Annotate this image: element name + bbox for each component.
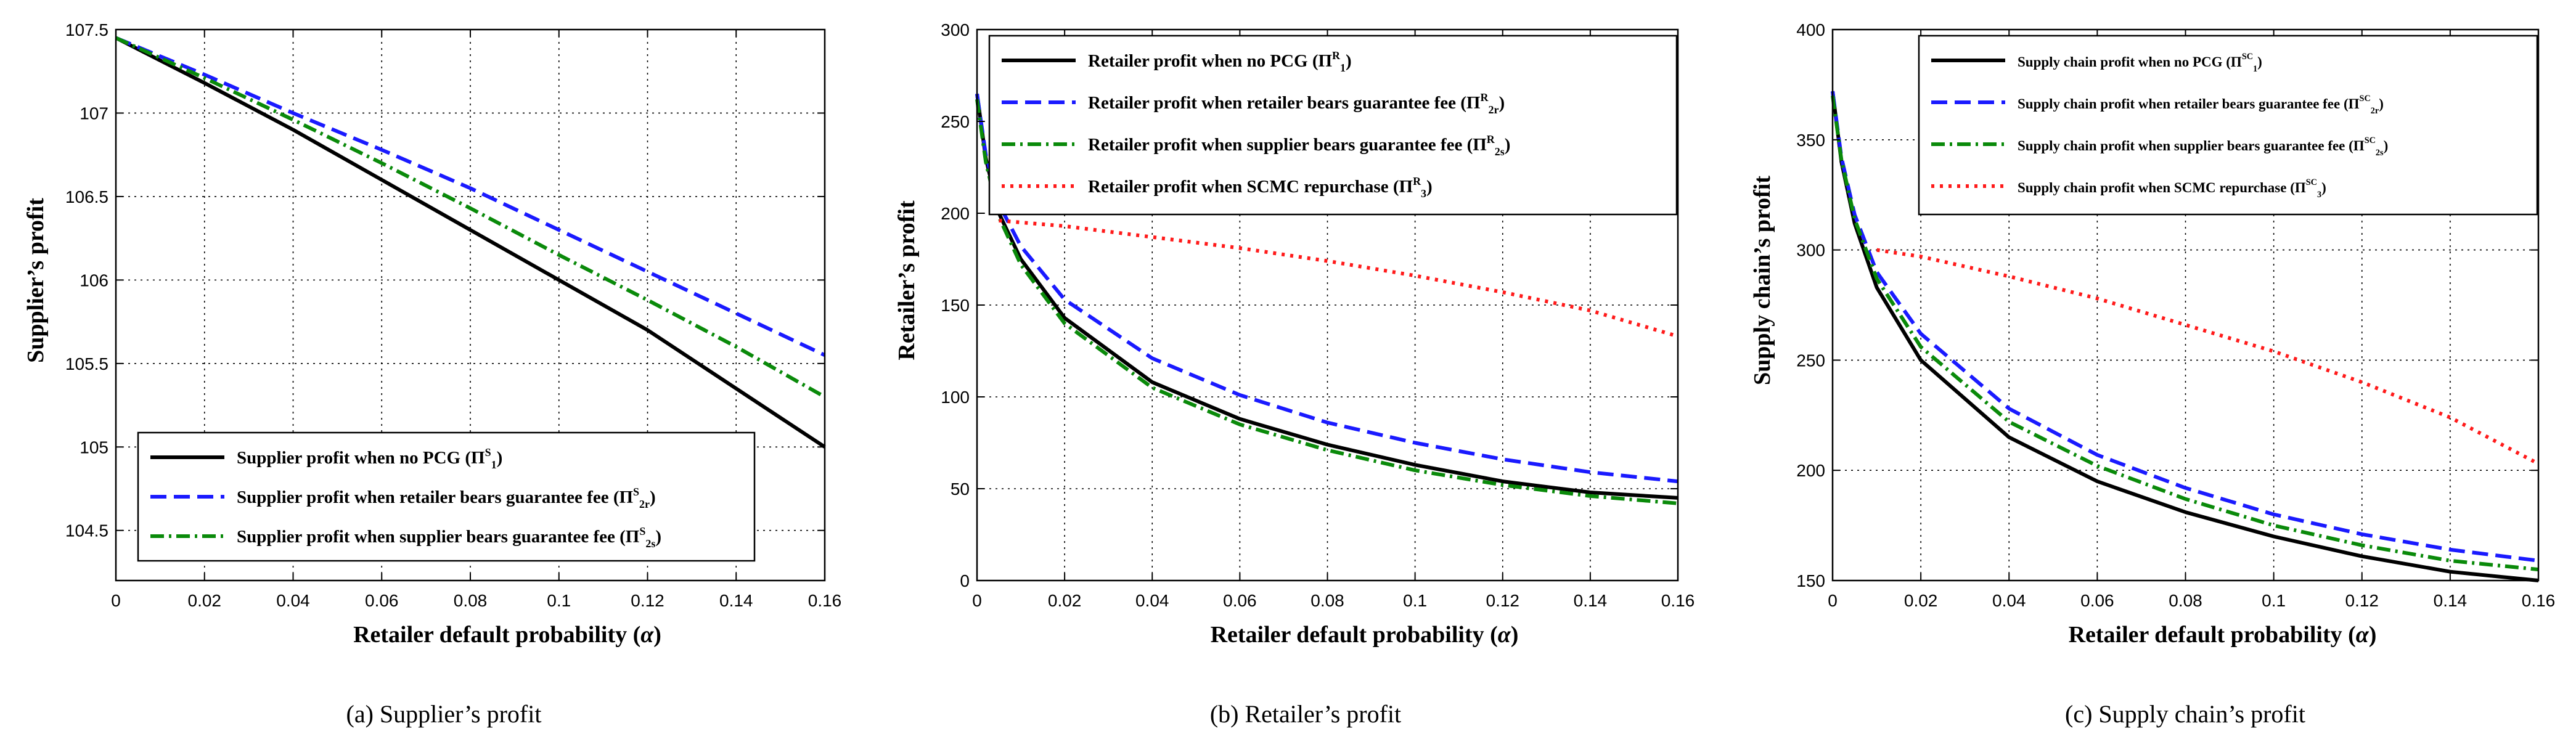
x-axis-label: Retailer default probability (α) [353, 622, 661, 648]
panel-caption: (c) Supply chain’s profit [2065, 700, 2305, 728]
x-tick-label: 0 [111, 591, 121, 610]
series-line-3 [1831, 95, 2539, 572]
x-tick-label: 0.02 [1904, 591, 1938, 610]
x-tick-label: 0.1 [547, 591, 571, 610]
series-line-4 [999, 218, 1678, 338]
x-tick-label: 0.04 [276, 591, 310, 610]
x-tick-label: 0.04 [1135, 591, 1169, 610]
x-tick-label: 0.1 [2262, 591, 2286, 610]
y-tick-label: 105 [80, 438, 108, 457]
x-tick-label: 0.02 [1048, 591, 1082, 610]
x-tick-label: 0 [972, 591, 982, 610]
chart-panel-a: 0 0.02 0.04 0.06 0.08 0.1 0.12 0.14 0.16 104.5 105… [23, 20, 841, 728]
x-tick-label: 0.14 [1574, 591, 1608, 610]
x-tick-label: 0.12 [631, 591, 664, 610]
legend-box [988, 35, 1678, 216]
x-tick-label: 0.02 [188, 591, 222, 610]
y-tick-label: 250 [941, 112, 970, 131]
legend-entry-label: Supplier profit when no PCG (ΠS1) [237, 446, 502, 471]
y-tick-label: 400 [1796, 20, 1825, 39]
y-tick-label: 106 [80, 271, 108, 290]
y-tick-label: 200 [1796, 461, 1825, 480]
legend-entry-label: Supply chain profit when supplier bears … [2018, 136, 2388, 158]
y-tick-label: 104.5 [65, 521, 108, 540]
y-tick-label: 300 [941, 20, 970, 39]
y-tick-label: 50 [951, 479, 970, 499]
legend: Retailer profit when no PCG (ΠR1) Retaile… [988, 35, 1678, 216]
x-tick-label: 0.04 [1992, 591, 2026, 610]
x-tick-label: 0.16 [2522, 591, 2556, 610]
legend-entry-label: Supply chain profit when no PCG (ΠSC1) [2018, 52, 2262, 74]
y-tick-label: 105.5 [65, 354, 108, 373]
x-tick-label: 0.06 [2080, 591, 2114, 610]
y-axis-label: Retailer’s profit [894, 200, 920, 361]
x-tick-label: 0.12 [1486, 591, 1520, 610]
series-line-1 [115, 36, 826, 449]
series-line-2 [1831, 91, 2539, 563]
x-tick-label: 0.14 [719, 591, 753, 610]
chart-panel-c: 0 0.02 0.04 0.06 0.08 0.1 0.12 0.14 0.16 150 200 25… [1749, 20, 2555, 728]
y-tick-label: 150 [941, 296, 970, 315]
legend: Supplier profit when no PCG (ΠS1) Supplie… [137, 431, 756, 562]
x-tick-label: 0.12 [2345, 591, 2379, 610]
chart-panel-b: 0 0.02 0.04 0.06 0.08 0.1 0.12 0.14 0.16 0 50 100 15… [894, 20, 1695, 728]
legend-entry-label: Retailer profit when supplier bears guar… [1088, 133, 1510, 158]
y-tick-label: 100 [941, 388, 970, 407]
legend-entry-label: Supply chain profit when SCMC repurchase… [2018, 177, 2326, 200]
y-tick-label: 200 [941, 204, 970, 223]
series-line-3 [115, 36, 826, 399]
panel-caption: (a) Supplier’s profit [346, 700, 542, 728]
legend: Supply chain profit when no PCG (ΠSC1) Su… [1918, 35, 2538, 216]
x-tick-label: 0 [1828, 591, 1838, 610]
legend-entry-label: Retailer profit when SCMC repurchase (ΠR… [1088, 175, 1433, 200]
y-tick-label: 107.5 [65, 20, 108, 39]
x-tick-label: 0.1 [1403, 591, 1427, 610]
x-tick-label: 0.06 [1223, 591, 1257, 610]
y-tick-label: 107 [80, 104, 108, 123]
y-tick-label: 300 [1796, 241, 1825, 260]
x-axis-label: Retailer default probability (α) [2069, 622, 2377, 648]
y-axis-label: Supplier’s profit [23, 198, 49, 363]
x-tick-label: 0.06 [365, 591, 399, 610]
x-tick-label: 0.16 [808, 591, 842, 610]
legend-entry-label: Supplier profit when retailer bears guar… [237, 486, 656, 510]
x-tick-label: 0.16 [1661, 591, 1695, 610]
legend-entry-label: Supply chain profit when retailer bears … [2018, 94, 2384, 116]
y-tick-label: 0 [960, 571, 970, 590]
y-tick-label: 350 [1796, 131, 1825, 150]
x-axis-label: Retailer default probability (α) [1211, 622, 1519, 648]
y-tick-label: 106.5 [65, 187, 108, 206]
y-tick-label: 150 [1796, 571, 1825, 590]
legend-entry-label: Retailer profit when retailer bears guar… [1088, 91, 1505, 116]
legend-box [1918, 35, 2538, 216]
panel-caption: (b) Retailer’s profit [1210, 700, 1401, 728]
x-tick-label: 0.08 [2169, 591, 2202, 610]
series-line-2 [115, 36, 826, 357]
y-tick-label: 250 [1796, 351, 1825, 370]
y-axis-label: Supply chain’s profit [1749, 176, 1775, 385]
legend-entry-label: Retailer profit when no PCG (ΠR1) [1088, 49, 1352, 74]
x-tick-label: 0.08 [454, 591, 488, 610]
x-tick-label: 0.14 [2434, 591, 2468, 610]
legend-box [137, 431, 756, 562]
legend-entry-label: Supplier profit when supplier bears guar… [237, 525, 661, 550]
x-tick-label: 0.08 [1310, 591, 1344, 610]
